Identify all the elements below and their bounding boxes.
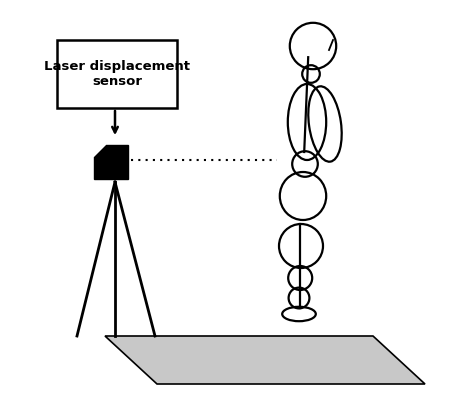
Bar (57, 40, 177, 108)
Polygon shape (94, 145, 128, 179)
Text: Laser displacement
sensor: Laser displacement sensor (44, 60, 190, 88)
Polygon shape (105, 336, 425, 384)
